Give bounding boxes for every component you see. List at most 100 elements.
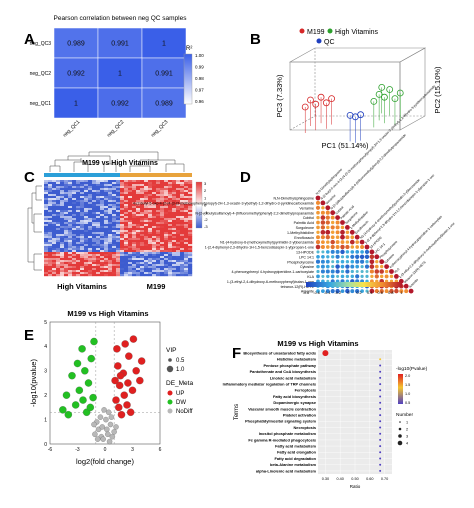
expression-cell	[156, 266, 161, 269]
expression-cell	[132, 224, 137, 227]
expression-cell	[152, 252, 157, 255]
enrichment-point	[379, 438, 382, 441]
expression-cell	[156, 228, 161, 231]
expression-cell	[112, 200, 117, 203]
expression-cell	[124, 216, 129, 219]
expression-cell	[184, 186, 189, 189]
expression-cell	[124, 252, 129, 255]
expression-cell	[144, 216, 149, 219]
expression-cell	[104, 238, 109, 241]
expression-cell	[104, 268, 109, 271]
expression-cell	[168, 248, 173, 251]
expression-cell	[56, 268, 61, 271]
expression-cell	[96, 206, 101, 209]
expression-cell	[168, 238, 173, 241]
expression-cell	[160, 264, 165, 267]
volcano-point	[99, 424, 105, 430]
expression-cell	[100, 210, 105, 213]
expression-cell	[88, 222, 93, 225]
expression-cell	[148, 220, 153, 223]
expression-cell	[188, 182, 193, 185]
expression-cell	[84, 272, 89, 275]
expression-cell	[176, 264, 181, 267]
expression-cell	[144, 180, 149, 183]
correlation-circle	[316, 254, 320, 259]
expression-cell	[76, 274, 81, 277]
expression-cell	[136, 210, 141, 213]
expression-cell	[160, 254, 165, 257]
expression-cell	[44, 230, 49, 233]
expression-cell	[164, 240, 169, 243]
expression-cell	[64, 244, 69, 247]
expression-cell	[92, 190, 97, 193]
expression-cell	[188, 212, 193, 215]
expression-cell	[44, 234, 49, 237]
expression-cell	[88, 270, 93, 273]
expression-cell	[148, 250, 153, 253]
expression-cell	[68, 228, 73, 231]
expression-cell	[100, 258, 105, 261]
expression-cell	[152, 232, 157, 235]
expression-cell	[116, 232, 121, 235]
expression-cell	[104, 270, 109, 273]
expression-cell	[72, 224, 77, 227]
metabolite-label: KLA	[307, 275, 314, 279]
expression-cell	[92, 226, 97, 229]
expression-cell	[168, 260, 173, 263]
number-tick: 4	[406, 442, 408, 446]
expression-cell	[52, 232, 57, 235]
expression-cell	[148, 248, 153, 251]
expression-cell	[84, 274, 89, 277]
expression-cell	[44, 220, 49, 223]
panel-b: B M199 High Vitamins QC PC1 (51.14%) PC3…	[250, 28, 442, 150]
expression-cell	[96, 190, 101, 193]
expression-cell	[68, 238, 73, 241]
expression-cell	[44, 254, 49, 257]
panel-letter-f: F	[232, 345, 241, 362]
legend-label-high-vitamins: High Vitamins	[335, 29, 379, 36]
expression-cell	[116, 254, 121, 257]
expression-cell	[48, 206, 53, 209]
expression-cell	[136, 264, 141, 267]
expression-cell	[180, 212, 185, 215]
expression-cell	[56, 198, 61, 201]
correlation-circle	[331, 260, 335, 264]
expression-cell	[136, 232, 141, 235]
expression-cell	[104, 184, 109, 187]
correlation-circle	[355, 274, 360, 279]
expression-cell	[44, 252, 49, 255]
expression-cell	[100, 246, 105, 249]
expression-cell	[128, 224, 133, 227]
expression-cell	[168, 186, 173, 189]
expression-cell	[120, 234, 125, 237]
expression-cell	[160, 202, 165, 205]
expression-cell	[128, 268, 133, 271]
expression-cell	[168, 234, 173, 237]
expression-cell	[172, 252, 177, 255]
expression-cell	[160, 198, 165, 201]
correlation-circle	[355, 240, 360, 244]
metabolite-label: N-[2-(dibutylsulfamoyl)-4-(trifluorometh…	[195, 211, 314, 215]
volcano-point	[105, 409, 112, 416]
expression-cell	[48, 180, 53, 183]
expression-cell	[88, 210, 93, 213]
expression-cell	[128, 230, 133, 233]
expression-cell	[128, 240, 133, 243]
expression-cell	[64, 184, 69, 187]
volcano-point	[125, 352, 133, 360]
expression-cell	[44, 190, 49, 193]
expression-cell	[80, 250, 85, 253]
expression-cell	[152, 206, 157, 209]
expression-cell	[180, 238, 185, 241]
expression-cell	[168, 212, 173, 215]
panel-c-title: M199 vs High Vitamins	[82, 160, 158, 167]
expression-cell	[68, 248, 73, 251]
expression-cell	[80, 222, 85, 225]
expression-cell	[152, 216, 157, 219]
legend-vip-title: VIP	[166, 347, 176, 354]
expression-cell	[172, 188, 177, 191]
expression-cell	[76, 264, 81, 267]
expression-cell	[88, 244, 93, 247]
correlation-circle	[345, 264, 350, 269]
expression-cell	[128, 248, 133, 251]
